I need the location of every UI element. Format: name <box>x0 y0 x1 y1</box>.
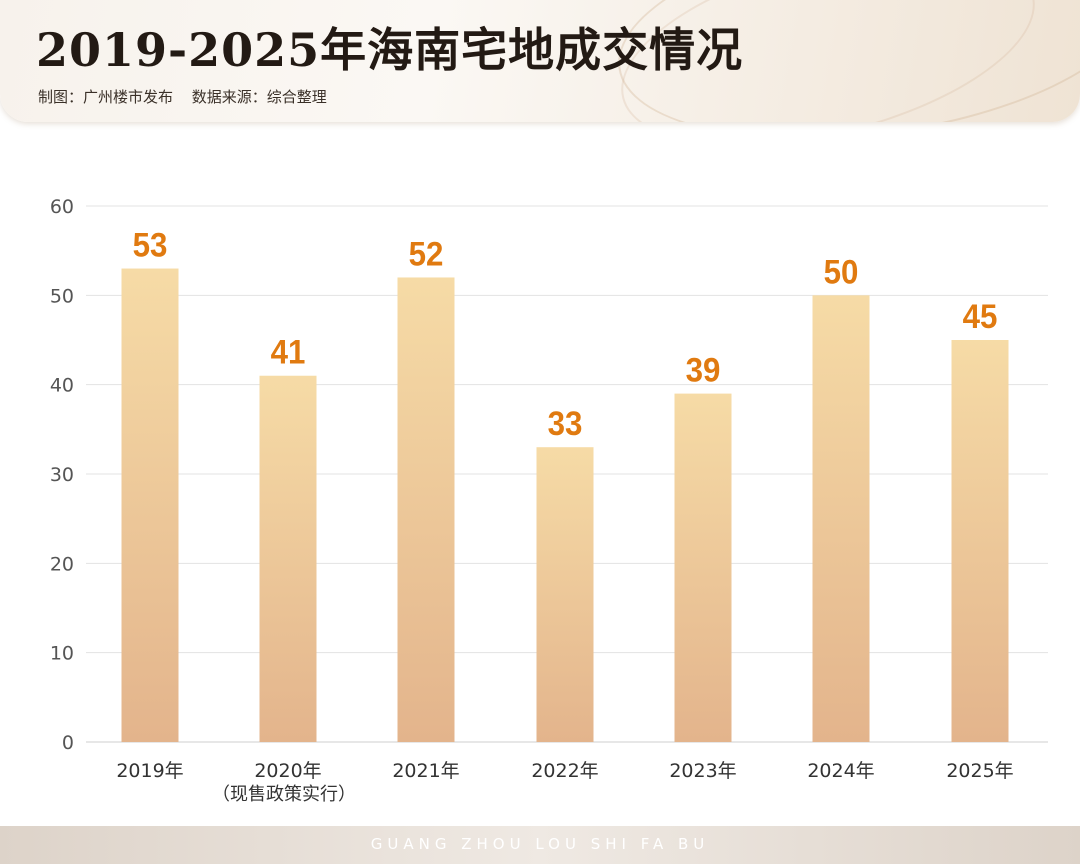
x-tick-label: 2019年 <box>116 760 183 782</box>
subtitle: 制图：广州楼市发布 数据来源：综合整理 <box>38 86 341 107</box>
bar <box>674 393 732 742</box>
bar <box>951 340 1009 742</box>
bars <box>121 268 1009 742</box>
data-label: 50 <box>824 252 859 291</box>
footer-text: GUANG ZHOU LOU SHI FA BU <box>370 835 710 853</box>
y-tick-label: 20 <box>50 553 74 575</box>
data-label: 41 <box>271 333 306 372</box>
y-tick-label: 50 <box>50 285 74 307</box>
x-tick-label: 2022年 <box>531 760 598 782</box>
page-title: 2019-2025年海南宅地成交情况 <box>36 23 744 77</box>
data-label: 45 <box>963 297 998 336</box>
bar <box>812 295 870 742</box>
x-tick-label: 2021年 <box>392 760 459 782</box>
bar <box>259 375 317 742</box>
y-tick-label: 40 <box>50 375 74 397</box>
bar <box>397 277 455 742</box>
footer-banner: GUANG ZHOU LOU SHI FA BU <box>0 826 1080 864</box>
data-label: 39 <box>686 350 721 389</box>
y-tick-label: 60 <box>50 196 74 218</box>
data-label: 52 <box>409 234 444 273</box>
data-label: 53 <box>133 225 168 264</box>
x-tick-label: 2023年 <box>669 760 736 782</box>
data-label: 33 <box>548 404 583 443</box>
source-text: 数据来源：综合整理 <box>191 88 327 106</box>
credit-text: 制图：广州楼市发布 <box>38 88 174 106</box>
x-tick-label: 2025年 <box>946 760 1013 782</box>
x-tick-label: 2020年 <box>254 760 321 782</box>
bar <box>536 447 594 742</box>
labels: 53 2019年 41 2020年（现售政策实行） 52 2021年 33 2022年 39 20… <box>116 225 1013 805</box>
x-tick-label: 2024年 <box>807 760 874 782</box>
y-tick-label: 10 <box>50 643 74 665</box>
header-banner: 2019-2025年海南宅地成交情况 制图：广州楼市发布 数据来源：综合整理 <box>0 0 1080 122</box>
bar <box>121 268 179 742</box>
y-tick-label: 0 <box>62 732 74 754</box>
y-tick-label: 30 <box>50 464 74 486</box>
x-tick-note: （现售政策实行） <box>212 784 356 805</box>
